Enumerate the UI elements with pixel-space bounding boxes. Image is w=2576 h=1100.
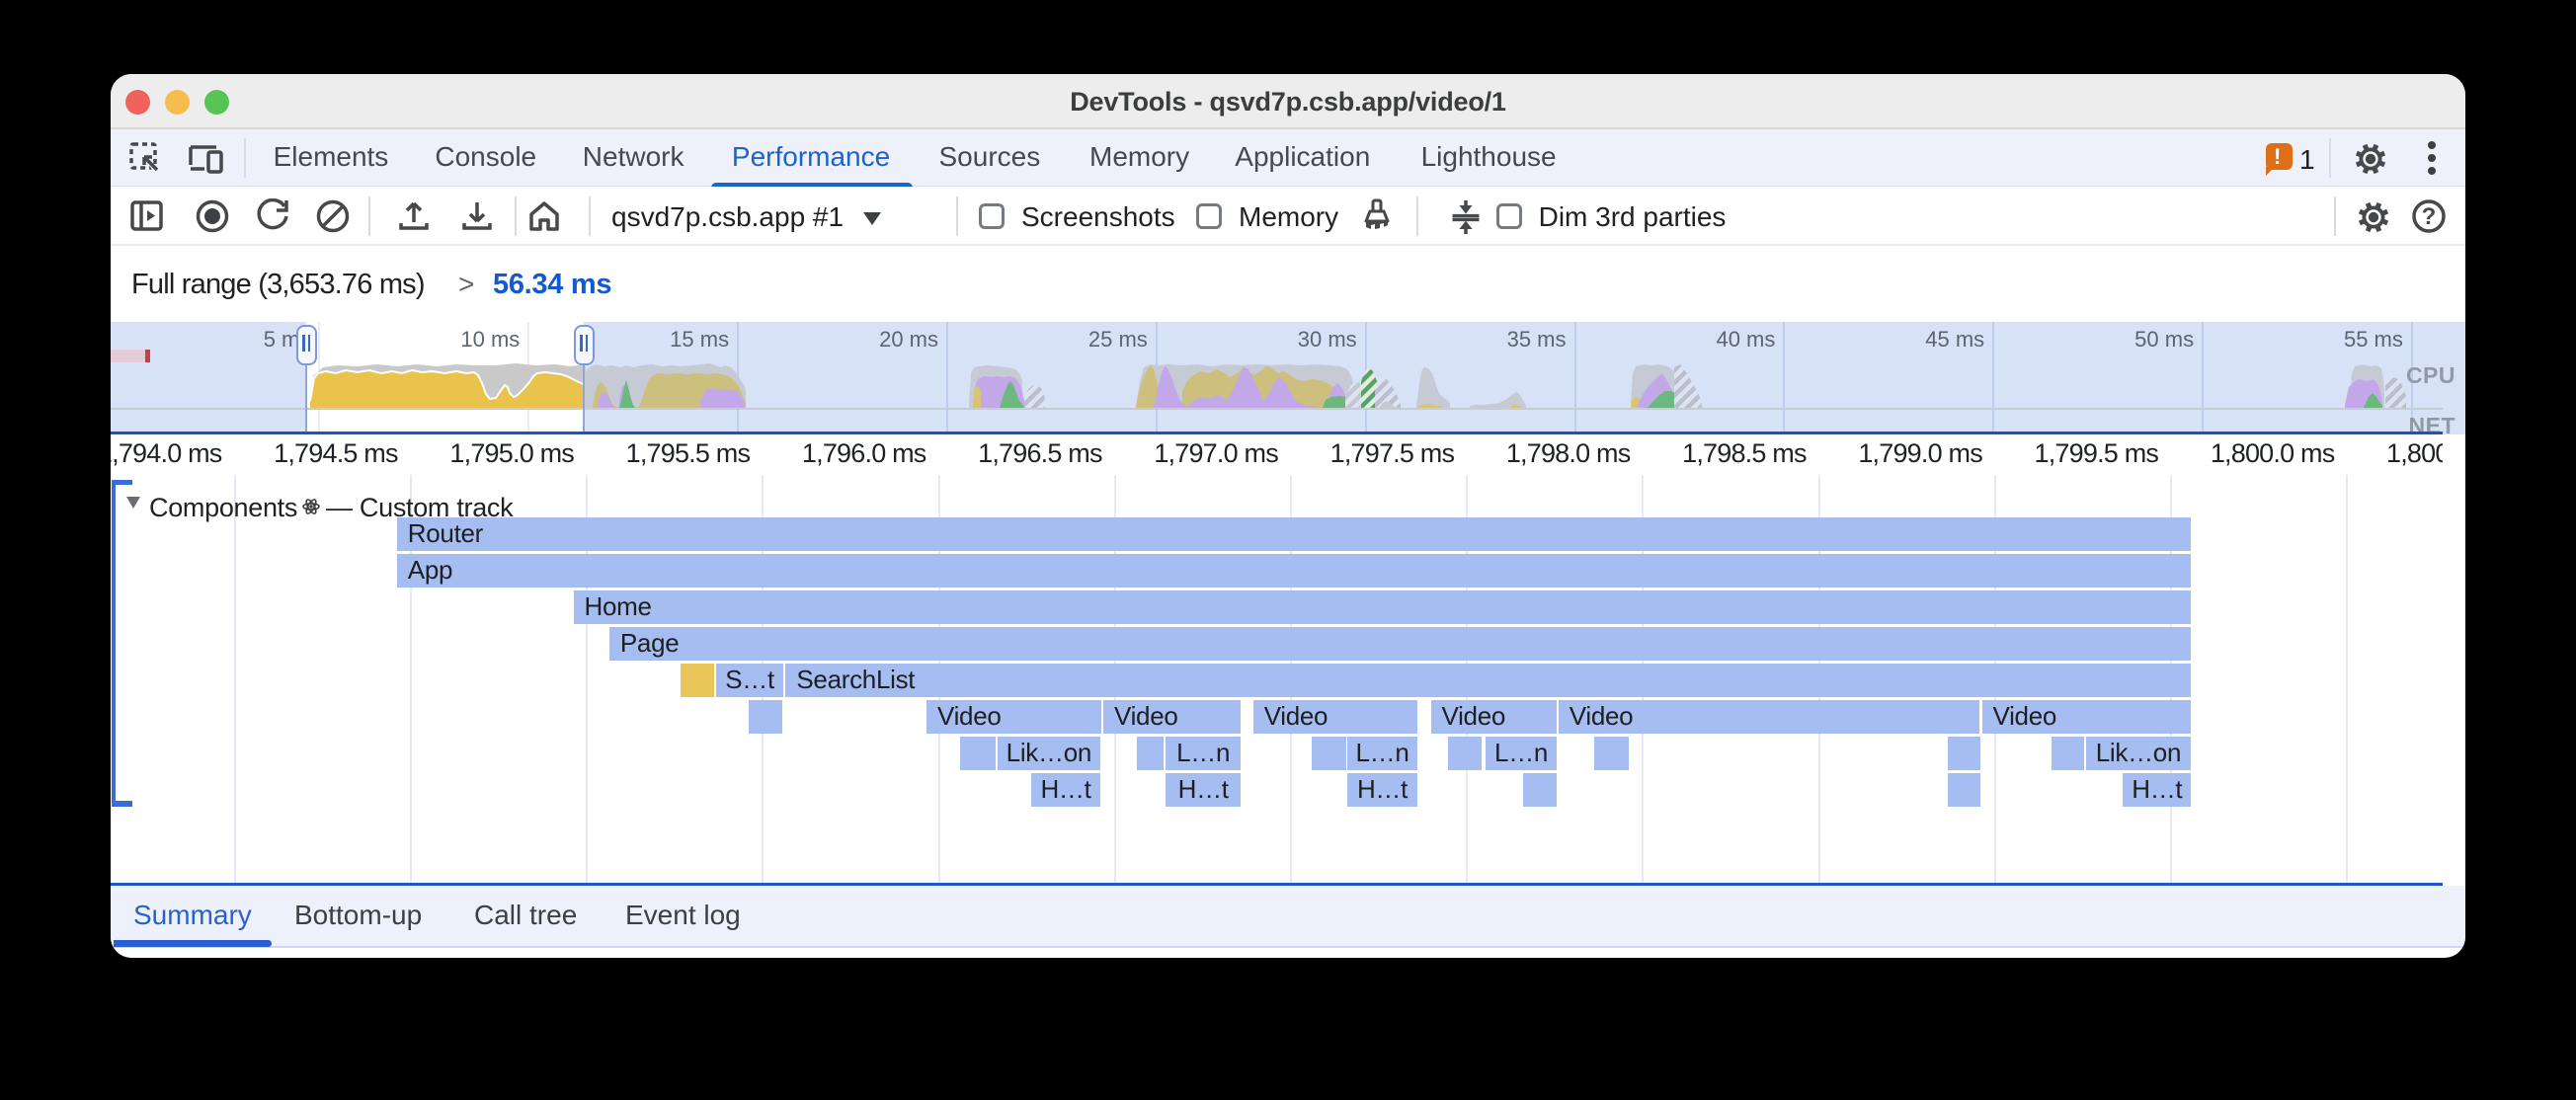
svg-text:?: ? xyxy=(2422,203,2437,230)
